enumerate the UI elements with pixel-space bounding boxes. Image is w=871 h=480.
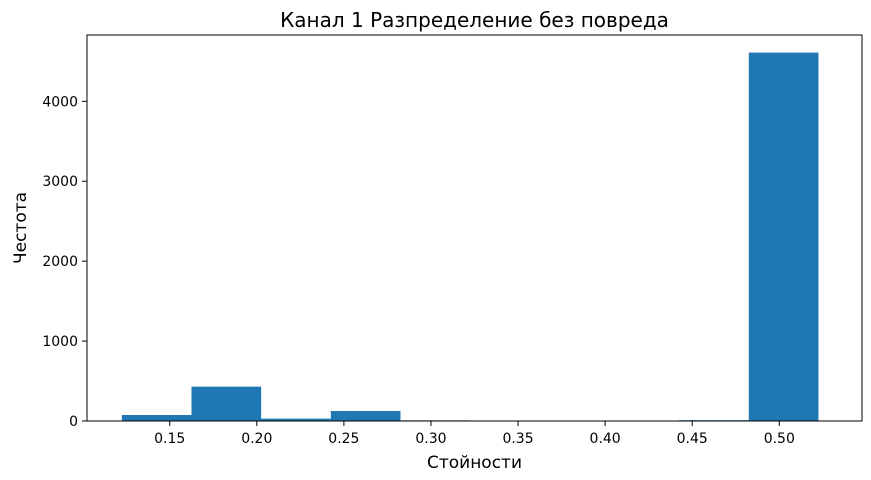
x-tick-label: 0.45	[677, 431, 708, 447]
x-tick-label: 0.20	[241, 431, 272, 447]
bars-group	[121, 52, 819, 421]
y-axis-ticks: 0 1000 2000 3000 4000	[42, 94, 87, 430]
histogram-bar-3	[261, 418, 331, 421]
histogram-bar-1	[121, 415, 192, 421]
x-tick-label: 0.25	[328, 431, 359, 447]
x-axis-ticks: 0.15 0.20 0.25 0.30 0.35 0.40 0.45 0.50	[154, 421, 795, 447]
x-tick-label: 0.30	[415, 431, 446, 447]
plot-frame	[86, 34, 863, 422]
histogram-bar-4	[330, 411, 401, 421]
x-tick-label: 0.15	[154, 431, 185, 447]
y-tick-label: 2000	[42, 254, 78, 270]
histogram-bar-10	[748, 52, 819, 421]
y-tick-label: 0	[69, 414, 78, 430]
y-axis-label: Честота	[11, 192, 31, 264]
histogram-bar-2	[191, 386, 262, 421]
x-tick-label: 0.40	[590, 431, 621, 447]
chart-title: Канал 1 Разпределение без повреда	[280, 8, 669, 32]
y-tick-label: 1000	[42, 334, 78, 350]
y-tick-label: 3000	[42, 174, 78, 190]
x-tick-label: 0.35	[502, 431, 533, 447]
y-tick-label: 4000	[42, 94, 78, 110]
x-axis-label: Стойности	[427, 453, 522, 473]
x-tick-label: 0.50	[764, 431, 795, 447]
